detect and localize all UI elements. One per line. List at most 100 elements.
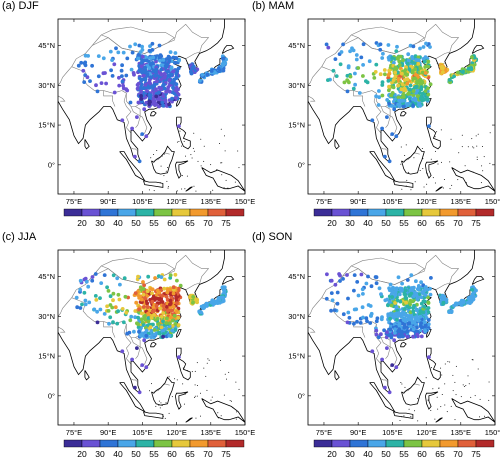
colorbar-label: 70	[453, 218, 463, 228]
station-marker	[168, 273, 173, 277]
island	[414, 410, 416, 412]
station-marker	[393, 70, 398, 75]
colorbar-label: 20	[77, 218, 87, 228]
station-marker	[152, 308, 157, 313]
station-marker	[408, 324, 413, 329]
station-marker	[168, 292, 173, 296]
station-marker	[142, 69, 147, 74]
island	[479, 416, 481, 418]
colorbar-label: 40	[363, 218, 373, 228]
station-marker	[334, 74, 339, 78]
station-marker	[374, 328, 379, 333]
station-marker	[116, 292, 121, 297]
lon-tick-label: 120°E	[166, 197, 187, 206]
station-marker	[153, 87, 158, 92]
island	[479, 398, 481, 400]
station-marker	[386, 79, 391, 83]
station-marker	[399, 87, 404, 92]
station-marker	[155, 316, 160, 321]
station-marker	[78, 306, 83, 310]
station-marker	[164, 294, 169, 299]
colorbar-label: 55	[149, 449, 159, 459]
lat-tick-label: 30°N	[38, 312, 55, 321]
station-marker	[415, 332, 420, 337]
station-marker	[360, 305, 365, 310]
station-marker	[85, 75, 90, 80]
station-marker	[139, 333, 143, 338]
station-marker	[361, 63, 365, 67]
station-marker	[164, 304, 169, 309]
station-marker	[408, 87, 412, 92]
station-marker	[375, 316, 380, 321]
station-marker	[348, 74, 353, 79]
station-marker	[166, 287, 170, 292]
station-marker	[112, 90, 117, 95]
station-marker	[355, 319, 359, 324]
station-marker	[147, 48, 152, 53]
island	[214, 181, 216, 183]
station-marker	[332, 308, 337, 312]
panel-title: (c) JJA	[2, 231, 37, 243]
station-marker	[167, 102, 172, 107]
lon-tick-label: 75°E	[316, 428, 332, 437]
station-marker	[130, 126, 135, 131]
coastline	[400, 341, 407, 348]
station-marker	[99, 81, 104, 85]
station-marker	[109, 68, 113, 73]
coastline	[308, 250, 475, 393]
station-marker	[341, 312, 346, 317]
station-marker	[75, 305, 80, 310]
station-marker	[157, 297, 162, 302]
island	[468, 383, 470, 385]
station-marker	[157, 330, 162, 335]
station-marker	[146, 274, 151, 279]
coastline	[185, 186, 193, 192]
island	[230, 400, 232, 402]
colorbar-swatch	[117, 439, 137, 448]
island	[470, 396, 472, 398]
colorbar-swatch	[475, 439, 495, 448]
station-marker	[329, 278, 334, 283]
island	[187, 370, 189, 372]
station-marker	[361, 74, 365, 78]
colorbar-swatch	[171, 208, 191, 217]
station-marker	[419, 85, 424, 89]
station-marker	[162, 277, 167, 282]
island	[149, 390, 151, 392]
station-marker	[411, 309, 416, 313]
station-marker	[174, 296, 179, 301]
station-marker	[369, 284, 374, 289]
island	[193, 185, 195, 187]
station-marker	[170, 318, 175, 323]
lat-tick-label: 15°N	[38, 352, 55, 361]
station-marker	[400, 281, 404, 286]
station-marker	[171, 85, 175, 90]
island	[238, 388, 240, 390]
station-marker	[153, 74, 158, 78]
station-marker	[121, 86, 126, 91]
coastline	[176, 98, 182, 107]
station-marker	[395, 317, 399, 322]
lat-tick-label: 45°N	[38, 272, 55, 281]
colorbar-swatch	[367, 208, 387, 217]
station-marker	[132, 329, 136, 334]
island	[194, 395, 196, 397]
island	[184, 188, 186, 190]
colorbar-label: 65	[435, 218, 445, 228]
station-marker	[364, 79, 368, 83]
coastline	[84, 370, 90, 381]
island	[197, 160, 199, 162]
island	[455, 394, 457, 396]
colorbar-label: 75	[221, 218, 231, 228]
island	[217, 417, 219, 419]
station-marker	[406, 58, 411, 63]
map-geography	[308, 19, 495, 192]
station-marker	[386, 303, 390, 308]
station-marker	[392, 338, 397, 343]
station-marker	[90, 63, 94, 68]
station-marker	[364, 316, 369, 321]
station-marker	[404, 300, 408, 305]
station-marker	[150, 61, 155, 65]
station-marker	[404, 65, 408, 69]
station-marker	[136, 81, 141, 86]
